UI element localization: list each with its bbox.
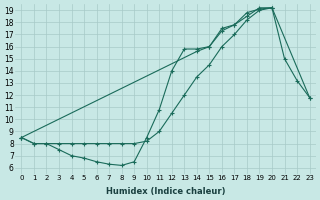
X-axis label: Humidex (Indice chaleur): Humidex (Indice chaleur): [106, 187, 225, 196]
